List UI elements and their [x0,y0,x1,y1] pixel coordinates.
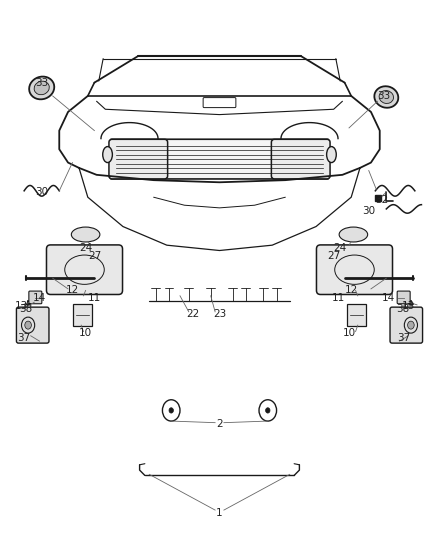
Text: 24: 24 [333,243,346,253]
FancyBboxPatch shape [46,245,122,295]
Text: 14: 14 [381,294,394,303]
Ellipse shape [34,81,49,95]
Ellipse shape [71,227,100,242]
Ellipse shape [25,321,32,329]
Text: 22: 22 [186,310,199,319]
Text: 27: 27 [326,251,339,261]
Text: 10: 10 [79,328,92,338]
Ellipse shape [374,86,397,108]
FancyBboxPatch shape [396,291,409,304]
Text: 14: 14 [33,294,46,303]
Text: 37: 37 [18,334,31,343]
Text: 38: 38 [19,304,32,314]
Text: 32: 32 [374,195,388,205]
Ellipse shape [378,91,392,103]
FancyBboxPatch shape [316,245,392,295]
FancyBboxPatch shape [29,291,42,304]
Text: 10: 10 [342,328,355,338]
Text: 33: 33 [377,91,390,101]
Text: 30: 30 [35,187,48,197]
Text: 37: 37 [396,334,410,343]
FancyBboxPatch shape [110,139,328,179]
Text: 33: 33 [35,78,48,87]
Text: 38: 38 [396,304,409,314]
FancyBboxPatch shape [73,304,92,326]
Text: 24: 24 [79,243,92,253]
Text: 1: 1 [215,508,223,518]
Ellipse shape [102,147,112,163]
FancyBboxPatch shape [271,139,329,179]
Text: 2: 2 [215,419,223,429]
Ellipse shape [29,77,54,99]
Text: 27: 27 [88,251,101,261]
Text: 11: 11 [88,294,101,303]
Text: 12: 12 [344,286,357,295]
Ellipse shape [339,227,367,242]
Text: 13: 13 [14,302,28,311]
FancyBboxPatch shape [16,307,49,343]
Text: 12: 12 [66,286,79,295]
Text: 11: 11 [331,294,344,303]
FancyBboxPatch shape [346,304,365,326]
Text: 13: 13 [401,302,414,311]
Ellipse shape [169,408,173,413]
FancyBboxPatch shape [389,307,422,343]
FancyBboxPatch shape [109,139,167,179]
Text: 30: 30 [361,206,374,215]
Ellipse shape [406,321,413,329]
Text: 23: 23 [212,310,226,319]
Ellipse shape [265,408,269,413]
Ellipse shape [326,147,336,163]
